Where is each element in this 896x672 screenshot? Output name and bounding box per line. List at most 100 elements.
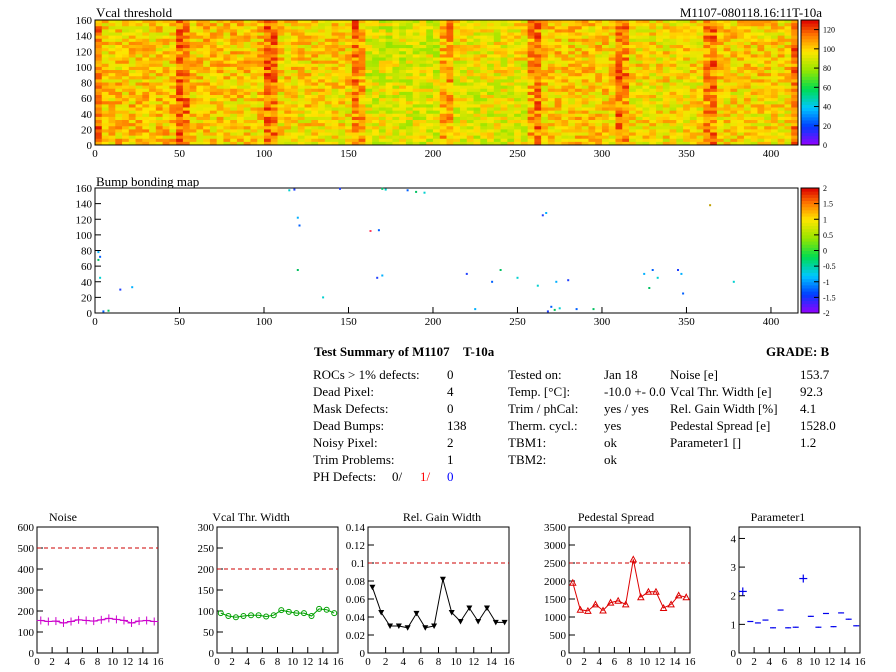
heatmap-cell	[446, 45, 454, 49]
heatmap-cell	[135, 45, 143, 49]
heatmap-cell	[777, 141, 785, 146]
heatmap-cell	[635, 63, 643, 68]
heatmap-cell	[284, 73, 292, 77]
heatmap-cell	[601, 123, 610, 127]
heatmap-cell	[757, 101, 765, 105]
heatmap-cell	[473, 76, 481, 80]
heatmap-cell	[230, 70, 238, 74]
heatmap-cell	[223, 120, 231, 124]
heatmap-cell	[399, 82, 407, 87]
heatmap-cell	[189, 38, 197, 43]
heatmap-cell	[723, 123, 731, 127]
heatmap-cell	[622, 104, 630, 108]
heatmap-cell	[405, 88, 414, 93]
heatmap-cell	[155, 70, 163, 74]
heatmap-cell	[656, 116, 664, 121]
heatmap-cell	[162, 79, 170, 83]
heatmap-cell	[331, 79, 339, 83]
heatmap-cell	[399, 107, 407, 112]
heatmap-cell	[257, 141, 265, 146]
heatmap-cell	[716, 45, 725, 49]
heatmap-cell	[223, 113, 231, 118]
heatmap-cell	[101, 79, 109, 83]
heatmap-cell	[669, 120, 677, 124]
heatmap-cell	[399, 76, 407, 80]
dead-pixel-value: 4	[447, 384, 454, 399]
heatmap-cell	[601, 82, 610, 87]
heatmap-cell	[723, 54, 731, 58]
heatmap-cell	[737, 63, 745, 68]
heatmap-cell	[149, 138, 157, 143]
heatmap-cell	[385, 132, 393, 137]
heatmap-cell	[520, 66, 529, 71]
heatmap-cell	[324, 120, 332, 124]
heatmap-cell	[689, 35, 698, 40]
heatmap-cell	[588, 20, 596, 24]
heatmap-cell	[108, 126, 116, 130]
heatmap-cell	[696, 113, 704, 118]
heatmap-cell	[324, 101, 332, 105]
heatmap-cell	[432, 110, 441, 115]
bump-colorbar-bin	[801, 241, 819, 245]
heatmap-cell	[615, 138, 623, 143]
heatmap-cell	[460, 120, 468, 124]
heatmap-cell	[629, 51, 637, 55]
heatmap-cell	[263, 60, 272, 65]
heatmap-cell	[209, 104, 218, 108]
heatmap-cell	[669, 91, 677, 96]
heatmap-cell	[574, 129, 583, 133]
heatmap-cell	[784, 54, 792, 58]
heatmap-cell	[304, 73, 312, 77]
heatmap-cell	[676, 45, 684, 49]
heatmap-cell	[263, 23, 272, 27]
heatmap-cell	[466, 51, 474, 55]
heatmap-cell	[487, 95, 495, 99]
heatmap-cell	[568, 79, 576, 83]
heatmap-cell	[419, 101, 427, 105]
heatmap-cell	[737, 45, 745, 49]
heatmap-cell	[730, 138, 738, 143]
heatmap-cell	[466, 88, 474, 93]
heatmap-cell	[142, 26, 150, 30]
heatmap-cell	[649, 135, 657, 140]
heatmap-cell	[250, 101, 258, 105]
heatmap-cell	[669, 107, 677, 112]
heatmap-cell	[716, 66, 725, 71]
vcal-ytick-label: 100	[198, 606, 215, 618]
heatmap-cell	[250, 91, 258, 96]
heatmap-cell	[385, 129, 393, 133]
heatmap-cell	[784, 129, 792, 133]
heatmap-cell	[270, 98, 278, 102]
heatmap-cell	[311, 82, 319, 87]
heatmap-cell	[615, 70, 623, 74]
heatmap-cell	[689, 38, 698, 43]
noise-point	[44, 617, 53, 626]
heatmap-cell	[345, 38, 353, 43]
heatmap-cell	[683, 54, 691, 58]
heatmap-cell	[500, 123, 508, 127]
heatmap-cell	[385, 116, 393, 121]
heatmap-cell	[635, 82, 643, 87]
heatmap-cell	[439, 35, 447, 40]
heatmap-cell	[743, 138, 752, 143]
heatmap-cell	[385, 120, 393, 124]
heatmap-cell	[176, 132, 184, 137]
heatmap-cell	[216, 88, 224, 93]
heatmap-cell	[378, 95, 387, 99]
heatmap-cell	[629, 54, 637, 58]
heatmap-cell	[568, 20, 576, 24]
heatmap-cell	[392, 126, 400, 130]
heatmap-cell	[412, 126, 420, 130]
heatmap-cell	[460, 135, 468, 140]
heatmap-cell	[203, 98, 211, 102]
heatmap-cell	[385, 141, 393, 146]
heatmap-cell	[277, 60, 285, 65]
heatmap-cell	[385, 123, 393, 127]
heatmap-cell	[155, 32, 163, 37]
heatmap-cell	[263, 95, 272, 99]
heatmap-cell	[791, 107, 799, 112]
heatmap-cell	[534, 123, 542, 127]
heatmap-cell	[230, 95, 238, 99]
heatmap-cell	[128, 126, 136, 130]
heatmap-cell	[257, 107, 265, 112]
